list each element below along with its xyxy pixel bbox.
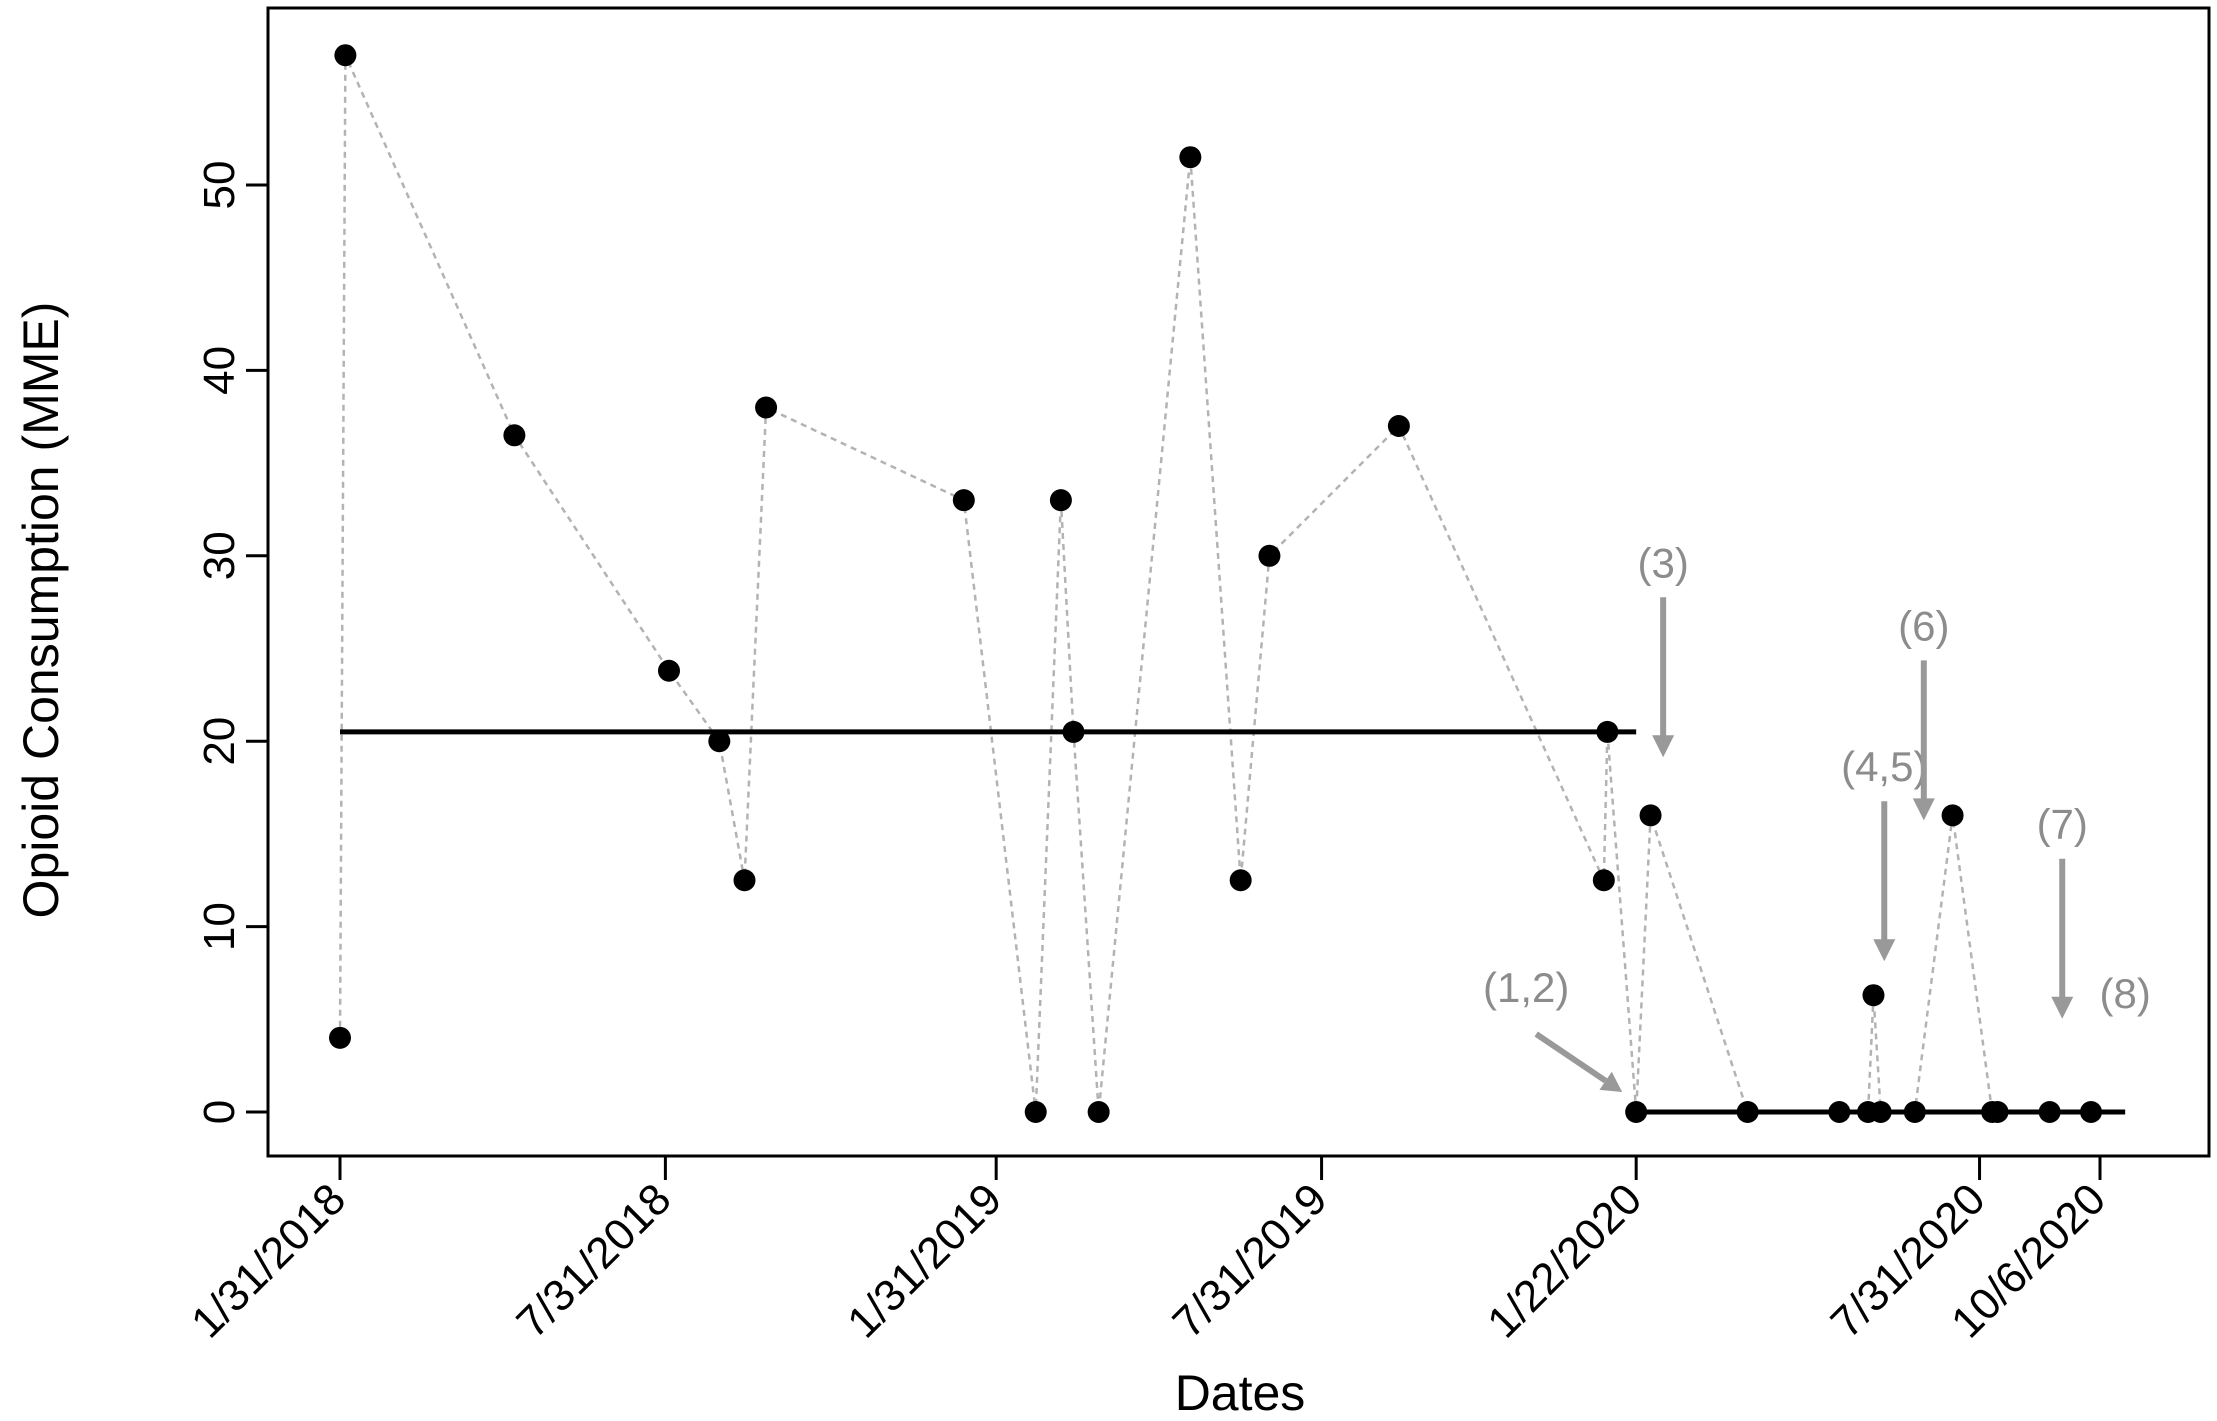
data-point xyxy=(1596,720,1619,743)
x-tick-label: 1/31/2019 xyxy=(838,1174,1011,1347)
data-point xyxy=(503,424,526,447)
data-point xyxy=(657,659,680,682)
annotations: (1,2) (3) (4,5) (6) (7) (8) xyxy=(1483,539,2151,1092)
data-point xyxy=(1828,1101,1851,1123)
data-point xyxy=(755,396,778,419)
annotation-label: (6) xyxy=(1898,602,1949,649)
data-point xyxy=(2038,1101,2061,1123)
annotation-arrowhead xyxy=(1873,939,1896,962)
data-point xyxy=(1024,1101,1047,1123)
data-point xyxy=(1258,544,1281,567)
connector-line xyxy=(338,54,2091,1114)
data-point xyxy=(1862,984,1885,1007)
annotation-arrowhead xyxy=(2051,996,2074,1019)
data-point xyxy=(334,44,357,67)
data-point xyxy=(1736,1101,1759,1123)
y-tick-label: 50 xyxy=(195,161,244,210)
x-axis: 1/31/2018 7/31/2018 1/31/2019 7/31/2019 1/22… xyxy=(182,1156,2115,1347)
data-point xyxy=(952,489,975,512)
data-point xyxy=(1625,1101,1648,1123)
plot-frame xyxy=(266,6,2211,1158)
annotation-label: (3) xyxy=(1637,539,1688,586)
data-points xyxy=(329,44,2103,1123)
y-tick-label: 30 xyxy=(195,531,244,580)
data-point xyxy=(329,1026,351,1049)
data-point xyxy=(2080,1101,2103,1123)
connector-polyline xyxy=(338,54,2091,1114)
annotation-arrowhead xyxy=(1599,1071,1623,1092)
annotation-label: (7) xyxy=(2037,801,2088,848)
data-point xyxy=(1049,489,1072,512)
data-point xyxy=(1387,415,1410,438)
data-point xyxy=(1639,804,1662,827)
data-point xyxy=(1869,1101,1892,1123)
x-tick-label: 7/31/2019 xyxy=(1164,1174,1337,1347)
data-point xyxy=(1087,1101,1110,1123)
annotation-label: (4,5) xyxy=(1841,743,1927,790)
data-point xyxy=(733,869,756,892)
x-tick-label: 1/22/2020 xyxy=(1478,1174,1651,1347)
y-tick-label: 40 xyxy=(195,346,244,395)
annotation-arrowhead xyxy=(1652,735,1675,758)
y-axis: 0 10 20 30 40 50 xyxy=(195,161,268,1124)
x-axis-title: Dates xyxy=(1175,1365,1306,1421)
annotation-arrow xyxy=(1534,1031,1608,1084)
y-axis-title: Opioid Consumption (MME) xyxy=(13,302,69,919)
annotation-arrowhead xyxy=(1912,798,1935,821)
data-point xyxy=(1986,1101,2009,1123)
data-point xyxy=(1229,869,1252,892)
data-point xyxy=(708,730,731,753)
x-tick-label: 7/31/2018 xyxy=(507,1174,680,1347)
x-tick-label: 1/31/2018 xyxy=(182,1174,355,1347)
y-tick-label: 10 xyxy=(195,902,244,951)
y-tick-label: 20 xyxy=(195,717,244,766)
data-point xyxy=(1903,1101,1926,1123)
y-tick-label: 0 xyxy=(195,1100,244,1124)
data-point xyxy=(1592,869,1615,892)
data-point xyxy=(1941,804,1964,827)
data-point xyxy=(1179,146,1202,169)
annotation-label: (8) xyxy=(2099,970,2150,1017)
data-point xyxy=(1062,720,1085,743)
annotation-label: (1,2) xyxy=(1483,964,1569,1011)
